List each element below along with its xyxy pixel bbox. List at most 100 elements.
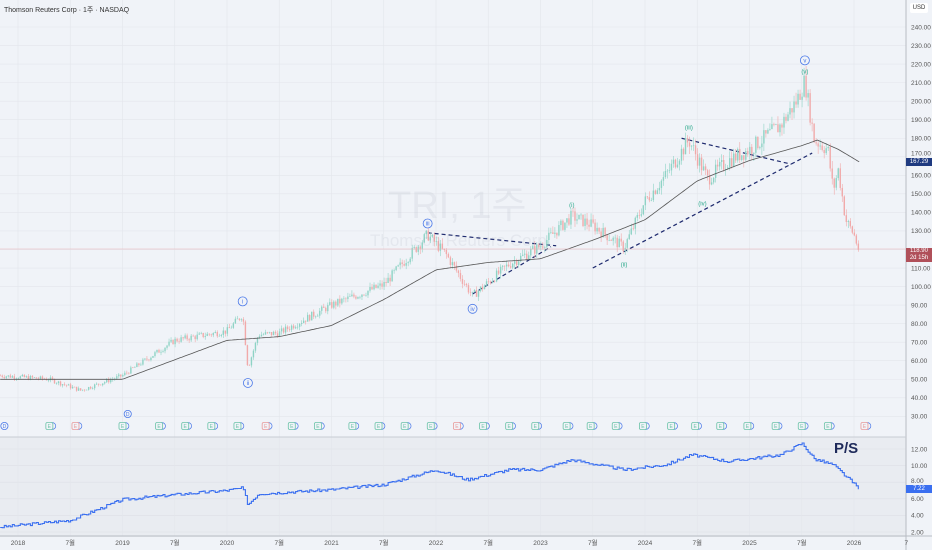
earnings-marker[interactable] [118, 422, 127, 430]
wave-label-circle[interactable] [467, 303, 478, 314]
earnings-marker[interactable] [531, 422, 540, 430]
earnings-marker[interactable] [860, 422, 869, 430]
candle [427, 230, 429, 241]
earnings-marker[interactable] [426, 422, 435, 430]
candle [586, 218, 588, 225]
earnings-marker[interactable] [823, 422, 832, 430]
candle [497, 270, 500, 274]
wave-label[interactable]: (iv) [698, 201, 706, 207]
candle [441, 243, 444, 249]
trendline[interactable] [592, 152, 813, 269]
wave-label[interactable]: v [803, 59, 806, 65]
trendline[interactable] [681, 137, 792, 165]
candle [319, 310, 321, 316]
earnings-marker[interactable] [716, 422, 725, 430]
indicator-tick-label: 6.00 [911, 496, 924, 503]
candle [775, 124, 777, 125]
earnings-icon: E [669, 424, 673, 430]
earnings-marker[interactable] [181, 422, 190, 430]
candle [329, 302, 331, 305]
earnings-marker[interactable] [261, 422, 270, 430]
candle [505, 264, 508, 267]
wave-label-circle[interactable] [422, 218, 433, 229]
price-tick-label: 90.00 [911, 302, 928, 309]
candle [771, 124, 773, 130]
candle [572, 210, 574, 212]
earnings-icon: E [719, 424, 723, 430]
candle [516, 260, 518, 266]
time-axis[interactable]: 2018 7월 2019 7월 2020 7월 2021 7월 2022 7월 2023 7월 2024… [11, 538, 909, 547]
candle [401, 262, 403, 265]
price-axis[interactable]: 240.00 230.00 220.00 210.00 200.00 190.00 180.… [911, 24, 931, 420]
wave-label-circle[interactable] [237, 296, 248, 307]
candle [779, 124, 781, 133]
currency-button[interactable]: USD [910, 3, 928, 13]
candle [65, 384, 68, 386]
wave-label[interactable]: iii [426, 222, 430, 228]
wave-label[interactable]: (v) [801, 70, 808, 76]
earnings-marker[interactable] [400, 422, 409, 430]
earnings-marker[interactable] [452, 422, 461, 430]
candle [208, 333, 210, 335]
candle [694, 145, 697, 155]
wave-label[interactable]: i [242, 300, 243, 306]
candle [548, 232, 550, 241]
candle [160, 351, 162, 353]
candle [801, 96, 803, 100]
candle [841, 187, 843, 197]
earnings-marker[interactable] [691, 422, 700, 430]
earnings-marker[interactable] [639, 422, 647, 430]
earnings-marker[interactable] [611, 422, 620, 430]
trendline[interactable] [472, 246, 552, 295]
wave-label[interactable]: iv [470, 307, 474, 313]
wave-label[interactable]: (ii) [621, 263, 628, 269]
earnings-marker[interactable] [155, 422, 163, 430]
wave-label-circle[interactable] [799, 55, 810, 66]
wave-label-circle[interactable] [242, 378, 253, 388]
indicator-tick-label: 2.00 [911, 529, 924, 536]
wave-label[interactable]: (iii) [685, 125, 693, 131]
candle [600, 231, 602, 238]
candle [435, 241, 438, 242]
candle [628, 234, 630, 240]
earnings-marker[interactable] [797, 422, 806, 430]
dividend-marker[interactable] [123, 409, 132, 418]
symbol-title[interactable]: Thomson Reuters Corp · 1주 · NASDAQ [4, 7, 130, 14]
earnings-marker[interactable] [479, 422, 487, 430]
dividend-marker[interactable] [0, 421, 9, 430]
earnings-marker[interactable] [233, 422, 242, 430]
earnings-icon: E [184, 424, 188, 430]
wave-label[interactable]: ii [247, 381, 250, 387]
candle [658, 187, 661, 191]
wave-label[interactable]: (i) [569, 203, 574, 209]
earnings-marker[interactable] [667, 422, 676, 430]
candle [377, 285, 379, 288]
candle [286, 326, 289, 330]
candle [608, 240, 610, 241]
event-markers[interactable]: D E E EDE E E E E E E E E E E E E E E E E E E E E E E E E E E [0, 409, 872, 430]
earnings-marker[interactable] [348, 422, 357, 430]
earnings-marker[interactable] [562, 422, 571, 430]
candle [270, 331, 273, 336]
earnings-marker[interactable] [71, 422, 80, 430]
price-tick-label: 100.00 [911, 284, 931, 291]
earnings-marker[interactable] [314, 422, 322, 430]
earnings-marker[interactable] [374, 422, 383, 430]
earnings-marker[interactable] [287, 422, 296, 430]
candle [630, 228, 632, 235]
earnings-marker[interactable] [586, 422, 595, 430]
earnings-marker[interactable] [743, 422, 752, 430]
candle [745, 151, 747, 160]
ps-ratio-line [0, 442, 859, 529]
candle [485, 281, 488, 286]
earnings-marker[interactable] [207, 422, 216, 430]
watermark-symbol: TRI, 1주 [388, 185, 527, 227]
earnings-marker[interactable] [505, 422, 514, 430]
candle [616, 237, 618, 248]
earnings-marker[interactable] [771, 422, 780, 430]
earnings-marker[interactable] [45, 422, 54, 430]
price-tick-label: 240.00 [911, 24, 931, 31]
indicator-axis[interactable]: 12.00 10.00 8.00 6.00 4.00 2.00 [911, 446, 928, 536]
